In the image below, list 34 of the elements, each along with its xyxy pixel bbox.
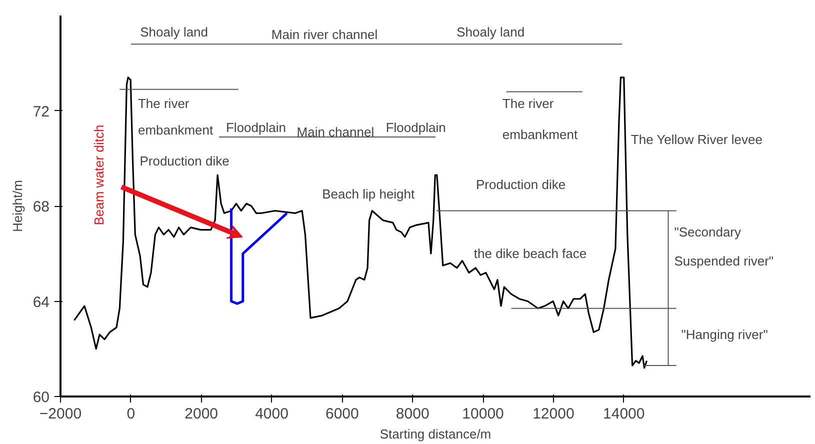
annotation: Shoaly land [456,24,525,40]
annotation: "Secondary [674,224,742,240]
y-axis-title: Height/m [10,180,25,232]
annotation: The Yellow River levee [630,132,762,147]
y-tick-label: 60 [32,389,50,406]
annotation: "Hanging river" [681,327,768,342]
annotation: The river [138,96,190,112]
annotation: The river [502,96,554,112]
x-tick-label: 4000 [255,406,288,422]
annotation: embankment [502,127,578,142]
annotation: Beach lip height [322,186,416,202]
y-tick-label: 68 [32,198,50,216]
x-tick-label: 0 [126,406,136,422]
annotation: embankment [138,122,214,138]
x-tick-label: 10000 [462,406,504,422]
x-tick-label: 6000 [326,406,359,422]
annotation: the dike beach face [474,246,587,262]
y-tick-label: 72 [32,103,50,120]
x-tick-label: 2000 [184,406,218,422]
annotation: Floodplain [226,120,286,135]
x-tick-label: 14000 [603,406,645,422]
annotation: Production dike [140,153,230,168]
annotation: Shoaly land [140,24,208,40]
annotation: Floodplain [386,120,446,135]
annotation: Beam water ditch [92,124,107,226]
annotation: Production dike [476,177,566,192]
annotation: Suspended river" [674,253,774,268]
x-tick-label: −2000 [39,406,82,422]
x-tick-label: 12000 [532,406,574,422]
x-axis-title: Starting distance/m [380,426,492,442]
x-tick-label: 8000 [396,406,430,422]
annotation: Main river channel [271,27,378,42]
y-tick-label: 64 [32,294,50,311]
annotation: Main channel [296,124,374,140]
